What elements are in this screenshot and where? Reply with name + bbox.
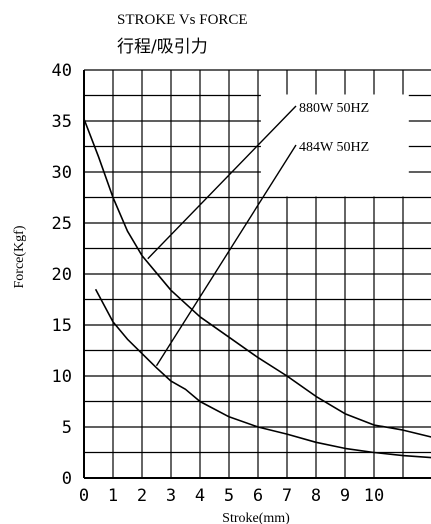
annotation-leader-line (155, 144, 297, 367)
x-tick-label: 10 (364, 486, 384, 506)
x-tick-label: 1 (108, 486, 118, 506)
series-lines (83, 118, 431, 459)
x-tick-label: 0 (79, 486, 89, 506)
x-tick-label: 8 (311, 486, 321, 506)
annotation-leader-line (147, 105, 297, 260)
y-tick-label: 5 (62, 418, 72, 438)
y-tick-label: 40 (52, 61, 72, 81)
y-tick-label: 25 (52, 214, 72, 234)
series-line-880w (83, 118, 431, 438)
x-axis-label: Stroke(mm) (222, 511, 290, 524)
annotation-label: 484W 50HZ (299, 140, 369, 155)
x-tick-label: 7 (282, 486, 292, 506)
y-tick-label: 35 (52, 112, 72, 132)
y-tick-label: 30 (52, 163, 72, 183)
x-tick-label: 9 (340, 486, 350, 506)
y-tick-label: 20 (52, 265, 72, 285)
y-tick-label: 0 (62, 469, 72, 489)
chart-subtitle: 行程/吸引力 (117, 37, 208, 57)
chart-title: STROKE Vs FORCE (117, 12, 248, 28)
x-tick-label: 5 (224, 486, 234, 506)
x-tick-label: 6 (253, 486, 263, 506)
x-tick-label: 3 (166, 486, 176, 506)
y-tick-label: 10 (52, 367, 72, 387)
y-tick-label: 15 (52, 316, 72, 336)
x-tick-label: 2 (137, 486, 147, 506)
annotations: 880W 50HZ 484W 50HZ (147, 101, 369, 367)
annotation-label: 880W 50HZ (299, 101, 369, 116)
series-line-484w (94, 288, 431, 459)
x-tick-label: 4 (195, 486, 205, 506)
y-axis-label: Force(Kgf) (12, 225, 27, 288)
annotation-box (260, 94, 409, 197)
